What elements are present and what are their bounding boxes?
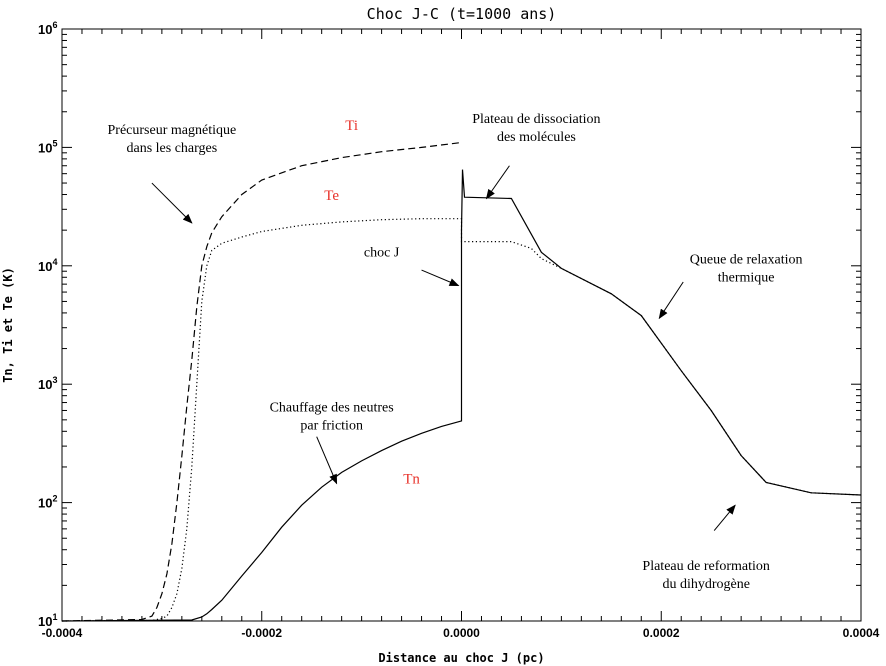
y-tick-base: 10 [38,496,52,511]
y-tick-label: 102 [38,494,57,511]
annotation-text: Queue de relaxation [690,252,803,267]
series-label-tn: Tn [403,471,420,487]
annotation-text: par friction [300,418,363,433]
y-tick-exponent: 5 [52,138,57,148]
y-tick-base: 10 [38,377,52,392]
x-tick-label: 0.0002 [643,626,680,640]
y-tick-label: 104 [38,257,57,274]
y-axis-label: Tn, Ti et Te (K) [1,267,15,383]
annotation-text: du dihydrogène [662,577,749,592]
series-lines [61,141,862,622]
series-line-ti [61,141,462,622]
annotation-text: Précurseur magnétique [108,123,237,138]
y-tick-base: 10 [38,614,52,629]
annotation-text: Plateau de reformation [642,559,770,574]
y-tick-base: 10 [38,22,52,37]
series-labels: Ti Te Tn [324,118,420,487]
x-tick-label: -0.0004 [42,626,83,640]
y-tick-base: 10 [38,140,52,155]
annotation-arrow [151,182,193,224]
annotation-arrow [658,281,684,320]
annotation-arrow [421,269,460,287]
axes: -0.0004 -0.0002 0.0000 0.0002 0.000410110210… [38,20,880,640]
annotation-text: Plateau de dissociation [472,112,600,127]
y-tick-exponent: 3 [52,375,57,385]
y-tick-label: 106 [38,20,57,37]
y-tick-exponent: 4 [52,257,57,267]
y-tick-base: 10 [38,259,52,274]
y-tick-exponent: 1 [52,612,57,622]
y-tick-label: 101 [38,612,57,629]
annotation-text: Chauffage des neutres [270,400,394,415]
x-tick-label: 0.0000 [443,626,480,640]
annotation-text: thermique [718,270,775,285]
annotations: Précurseur magnétique dans les charges Pla… [108,112,803,592]
annotation-text: dans les charges [127,141,218,156]
annotation-arrow [316,436,338,485]
series-label-ti: Ti [345,118,358,134]
x-axis-label: Distance au choc J (pc) [378,651,544,665]
chart-title: Choc J-C (t=1000 ans) [367,5,557,23]
series-line-tn [61,169,862,622]
annotation-arrow [713,504,736,531]
annotation-arrow [485,165,510,200]
series-label-te: Te [324,188,339,204]
annotation-text: des molécules [497,130,576,145]
y-tick-exponent: 2 [52,494,57,504]
y-tick-exponent: 6 [52,20,57,30]
x-tick-label: -0.0002 [241,626,282,640]
x-tick-label: 0.0004 [843,626,880,640]
y-tick-label: 105 [38,138,57,155]
y-tick-label: 103 [38,375,57,392]
annotation-text: choc J [364,245,400,260]
